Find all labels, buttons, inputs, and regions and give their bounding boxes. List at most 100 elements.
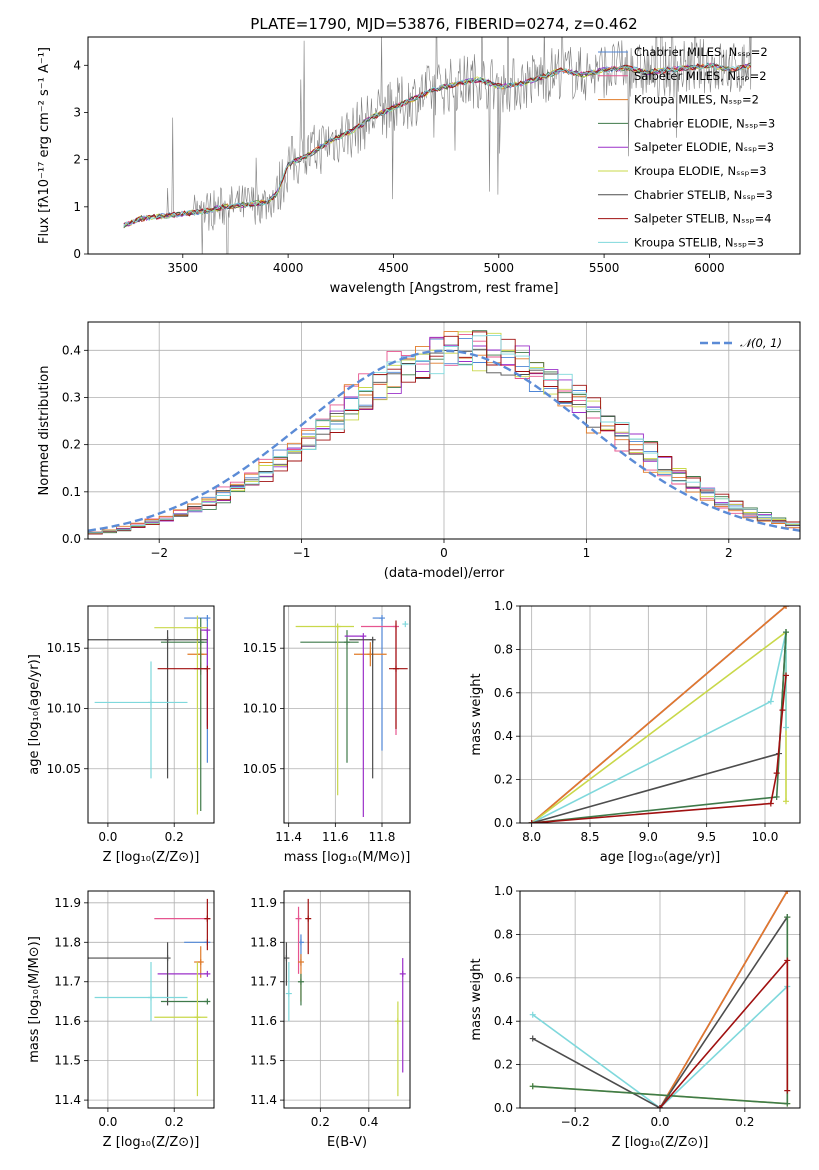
weight-point xyxy=(529,1011,536,1018)
chart-title: PLATE=1790, MJD=53876, FIBERID=0274, z=0… xyxy=(250,15,637,33)
plot-area xyxy=(88,615,211,815)
x-tick-label: 0.4 xyxy=(359,1115,378,1129)
legend-entry: Chabrier STELIB, Nₛₛₚ=3 xyxy=(634,188,773,202)
data-point xyxy=(204,615,211,622)
legend-entry: 𝒩(0, 1) xyxy=(740,336,782,350)
x-axis-label: Z [log₁₀(Z/Z⊙)] xyxy=(103,1135,200,1150)
y-tick-label: 0.6 xyxy=(494,971,513,985)
y-tick-label: 1.0 xyxy=(494,599,513,613)
y-tick-label: 11.6 xyxy=(54,1014,81,1028)
y-tick-label: 10.15 xyxy=(243,641,277,655)
chart-mass_vs_ebv: 0.2 0.4 11.4 11.5 11.6 11.7 11.8 11.9 E(B-V) xyxy=(250,890,411,1150)
x-axis-label: Z [log₁₀(Z/Z⊙)] xyxy=(612,1135,709,1150)
plot-area xyxy=(123,37,752,254)
legend-entry: Chabrier ELODIE, Nₛₛₚ=3 xyxy=(634,116,775,130)
x-tick-label: 0.0 xyxy=(98,830,117,844)
plot-area xyxy=(284,898,406,1097)
y-tick-label: 2 xyxy=(73,153,81,167)
weight-series-line xyxy=(532,985,788,1108)
weight-series-line xyxy=(659,958,789,1108)
data-point xyxy=(305,915,312,922)
y-tick-label: 0.8 xyxy=(494,642,513,656)
x-tick-label: 5000 xyxy=(483,261,514,275)
y-tick-label: 0 xyxy=(73,247,81,261)
y-tick-label: 0.6 xyxy=(494,686,513,700)
x-tick-label: 6000 xyxy=(694,261,725,275)
weight-point xyxy=(767,800,774,807)
weight-point xyxy=(773,793,780,800)
y-tick-label: 1.0 xyxy=(494,884,513,898)
chart-spectrum: 3500 4000 4500 5000 5500 6000 0 1 2 3 4 wavelength … xyxy=(37,15,801,296)
weight-point xyxy=(783,672,789,679)
x-tick-label: 11.8 xyxy=(369,830,396,844)
y-tick-label: 10.10 xyxy=(243,701,277,715)
weight-point xyxy=(657,1105,663,1108)
chart-mass_vs_Z: 0.0 0.2 11.4 11.5 11.6 11.7 11.8 11.9 Z [log₁₀(Z… xyxy=(27,890,215,1150)
y-tick-label: 0.2 xyxy=(494,1058,513,1072)
data-point xyxy=(285,990,292,997)
x-axis-label: mass [log₁₀(M/M⊙)] xyxy=(284,850,411,865)
x-tick-label: 0.2 xyxy=(165,1115,184,1129)
y-tick-label: 0.3 xyxy=(62,390,81,404)
x-tick-label: 0 xyxy=(440,546,448,560)
spectrum-model-line xyxy=(123,63,751,227)
y-tick-label: 11.8 xyxy=(54,935,81,949)
legend-entry: Salpeter MILES, Nₛₛₚ=2 xyxy=(634,69,767,83)
x-tick-label: 0.2 xyxy=(311,1115,330,1129)
legend-entry: Kroupa STELIB, Nₛₛₚ=3 xyxy=(634,235,764,249)
x-tick-label: 9.5 xyxy=(697,830,716,844)
axes-frame xyxy=(87,605,215,824)
weight-point xyxy=(783,629,789,636)
weight-point xyxy=(779,707,786,714)
data-point xyxy=(194,624,201,631)
chart-weight_vs_Z: −0.2 0.0 0.2 0.0 0.2 0.4 0.6 0.8 1.0 Z [log₁₀(Z/Z… xyxy=(469,884,801,1150)
y-tick-label: 11.7 xyxy=(250,975,277,989)
x-tick-label: 0.0 xyxy=(98,1115,117,1129)
weight-point xyxy=(783,798,789,805)
y-axis-label: mass weight xyxy=(469,673,484,755)
y-tick-label: 0.2 xyxy=(62,438,81,452)
x-tick-label: 0.0 xyxy=(650,1115,669,1129)
y-tick-label: 0.0 xyxy=(494,1101,513,1115)
data-point xyxy=(204,665,211,672)
x-tick-label: 3500 xyxy=(168,261,199,275)
x-axis-label: (data-model)/error xyxy=(384,566,505,581)
legend-entry: Salpeter STELIB, Nₛₛₚ=4 xyxy=(634,212,772,226)
weight-series-line xyxy=(531,630,787,823)
data-point xyxy=(297,959,304,966)
x-tick-label: 4000 xyxy=(273,261,304,275)
spectrum-data-line xyxy=(123,37,752,254)
y-tick-label: 11.5 xyxy=(54,1054,81,1068)
data-point xyxy=(164,955,171,962)
x-tick-label: 9.0 xyxy=(639,830,658,844)
data-point xyxy=(164,636,171,643)
plot-area xyxy=(295,615,409,817)
y-tick-label: 0.4 xyxy=(494,729,513,743)
chart-age_vs_Z: 0.0 0.2 10.05 10.10 10.15 Z [log₁₀(Z/Z⊙)] age … xyxy=(27,605,215,865)
y-tick-label: 0.1 xyxy=(62,485,81,499)
weight-point xyxy=(783,606,789,609)
weight-point xyxy=(767,698,774,705)
x-tick-label: 11.4 xyxy=(275,830,302,844)
weight-point xyxy=(784,914,791,921)
weight-point xyxy=(784,957,791,964)
chart-age_vs_mass: 11.4 11.6 11.8 10.05 10.10 10.15 mass [log₁₀(M… xyxy=(243,605,411,865)
x-tick-label: 1 xyxy=(583,546,591,560)
y-tick-label: 10.05 xyxy=(47,762,81,776)
data-point xyxy=(399,970,406,977)
y-tick-label: 0.0 xyxy=(62,532,81,546)
x-tick-label: 0.2 xyxy=(165,830,184,844)
x-tick-label: 8.0 xyxy=(522,830,541,844)
weight-point xyxy=(529,1083,536,1090)
weight-point xyxy=(784,891,791,894)
data-point xyxy=(204,998,211,1005)
data-point xyxy=(197,959,204,966)
y-tick-label: 0.4 xyxy=(62,343,81,357)
plot-area xyxy=(88,330,800,535)
legend-entry: Chabrier MILES, Nₛₛₚ=2 xyxy=(634,45,768,59)
legend-entry: Salpeter ELODIE, Nₛₛₚ=3 xyxy=(634,140,774,154)
plot-area xyxy=(528,606,789,823)
y-axis-label: mass weight xyxy=(469,958,484,1040)
data-point xyxy=(148,994,154,1001)
